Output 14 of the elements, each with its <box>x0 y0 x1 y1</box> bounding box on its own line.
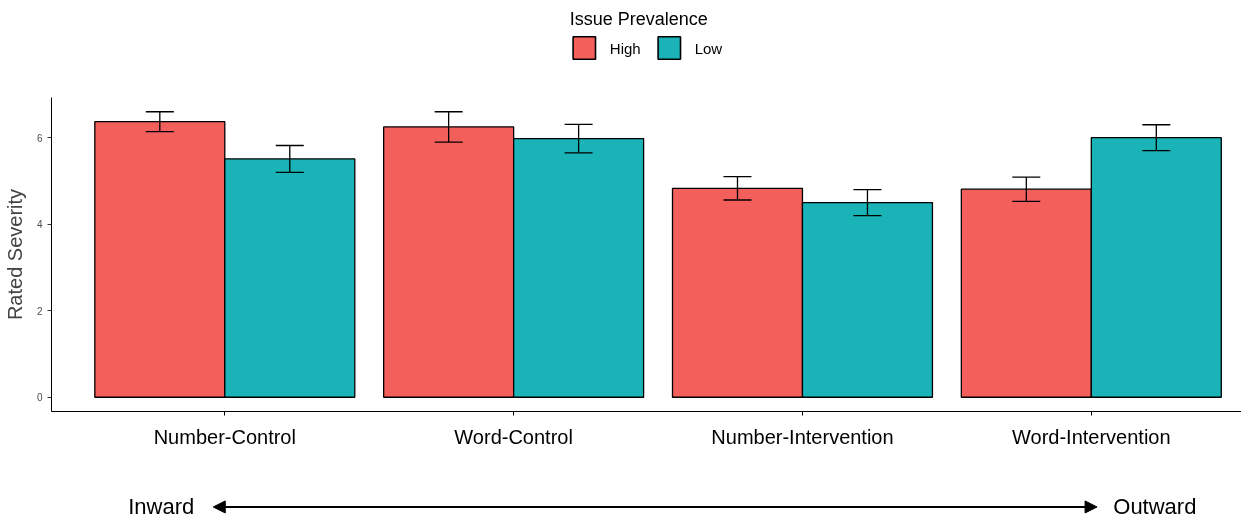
y-axis-title: Rated Severity <box>3 188 26 321</box>
text: Inward <box>128 494 195 519</box>
legend-label: Low <box>694 39 723 56</box>
y-tick-label: 2 <box>36 305 43 317</box>
legend-title: Issue Prevalence <box>569 8 709 30</box>
x-tick-label: Word-Intervention <box>1012 425 1171 448</box>
y-tick-label: 0 <box>36 392 43 404</box>
text: Outward <box>1113 494 1197 519</box>
legend-label: High <box>609 39 641 56</box>
x-tick-label: Number-Intervention <box>711 425 894 448</box>
x-tick-label: Number-Control <box>153 425 296 448</box>
x-tick-label: Word-Control <box>454 425 573 448</box>
y-tick-label: 6 <box>36 132 43 144</box>
y-tick-label: 4 <box>36 219 43 231</box>
